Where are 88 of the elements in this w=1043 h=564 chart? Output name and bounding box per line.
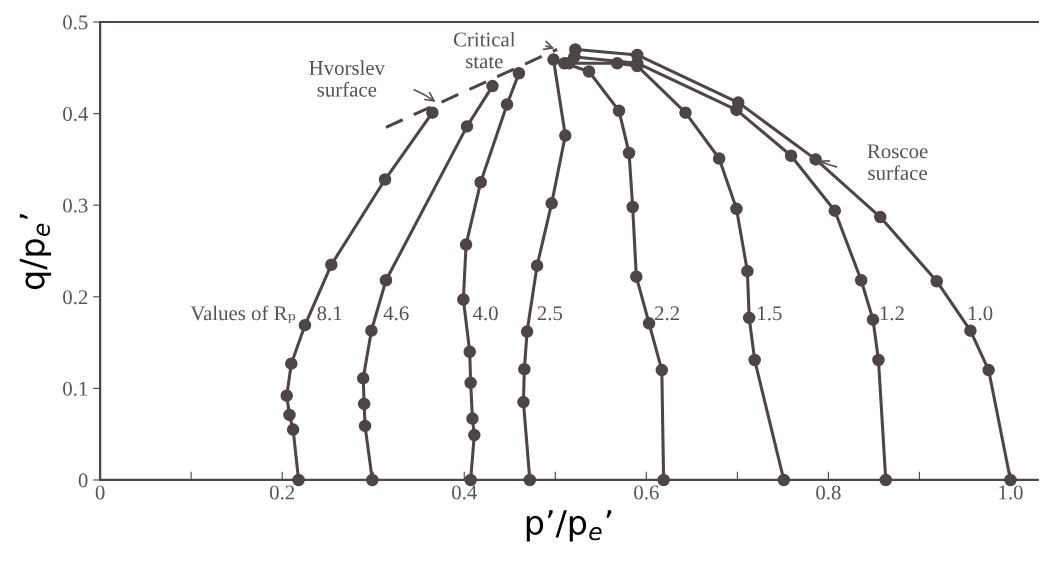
x-tick-label: 0.8 <box>816 485 841 500</box>
point <box>358 419 372 433</box>
series-label: 1.2 <box>880 306 904 321</box>
series-label: 1.0 <box>968 306 993 321</box>
point <box>286 423 300 436</box>
point <box>874 210 887 224</box>
point <box>285 357 298 370</box>
point <box>530 259 544 272</box>
point <box>777 473 791 487</box>
point <box>732 96 745 109</box>
x-tick-label: 1.0 <box>999 485 1023 500</box>
x-tick-label: 0 <box>95 485 105 500</box>
point <box>622 146 636 160</box>
point <box>679 106 692 119</box>
series-label: 4.6 <box>383 306 409 321</box>
point <box>379 274 393 287</box>
x-axis-title: p’/p$_{e}$’ <box>526 510 612 542</box>
point <box>784 149 798 162</box>
x-tick-label: 0.4 <box>452 485 477 500</box>
point <box>325 258 338 271</box>
point <box>486 79 499 93</box>
annotation: Values of Rₚ <box>190 305 296 323</box>
series-label: 2.2 <box>655 306 679 321</box>
annotation: Critical state <box>453 31 516 69</box>
point <box>930 274 943 288</box>
point <box>500 98 514 111</box>
point <box>626 200 639 214</box>
point <box>378 173 392 186</box>
point <box>283 408 296 422</box>
point <box>468 428 481 442</box>
point <box>982 363 995 377</box>
y-tick-label: 0.3 <box>63 198 88 213</box>
point <box>292 473 305 487</box>
point <box>655 363 669 377</box>
y-tick-label: 0.5 <box>63 15 88 30</box>
point <box>559 129 572 142</box>
point <box>466 412 479 425</box>
point <box>298 318 312 332</box>
point <box>464 376 477 390</box>
point <box>460 120 474 133</box>
point <box>459 238 473 251</box>
point <box>828 204 842 217</box>
point <box>356 372 370 385</box>
point <box>742 311 756 325</box>
point <box>630 270 643 283</box>
y-tick-label: 0.1 <box>63 381 88 396</box>
point <box>523 473 537 487</box>
y-axis-title: q/p$_{e}$’ <box>19 214 52 290</box>
x-tick-label: 0.2 <box>269 485 295 500</box>
point <box>748 353 761 367</box>
point <box>426 106 439 119</box>
point <box>741 264 754 278</box>
point <box>879 473 893 487</box>
point <box>366 473 379 487</box>
point <box>545 197 558 210</box>
point <box>547 53 560 66</box>
point <box>463 345 476 358</box>
point <box>872 353 885 367</box>
point <box>964 324 977 337</box>
series-label: 8.1 <box>317 306 342 321</box>
point <box>854 274 868 287</box>
y-tick-label: 0.2 <box>63 290 88 305</box>
point <box>520 325 534 338</box>
point <box>280 389 293 402</box>
series-label: 4.0 <box>472 306 498 321</box>
point <box>866 313 880 326</box>
point <box>657 473 670 487</box>
x-tick-label: 0.6 <box>634 485 659 500</box>
annotation: Hvorslev surface <box>309 60 386 97</box>
y-tick-label: 0 <box>78 473 88 488</box>
point <box>712 152 726 165</box>
point <box>512 67 526 80</box>
annotation: Roscoe surface <box>867 144 928 181</box>
point <box>474 176 487 189</box>
point <box>809 153 822 166</box>
point <box>357 397 371 411</box>
point <box>582 65 596 78</box>
point <box>612 104 626 118</box>
point <box>518 362 531 376</box>
point <box>457 293 470 306</box>
point <box>365 324 378 337</box>
series-label: 2.5 <box>537 306 563 321</box>
y-tick-label: 0.4 <box>63 106 88 122</box>
point <box>630 48 644 62</box>
series-label: 1.5 <box>758 306 782 321</box>
point <box>517 395 530 409</box>
point <box>642 317 656 330</box>
point <box>730 202 743 216</box>
